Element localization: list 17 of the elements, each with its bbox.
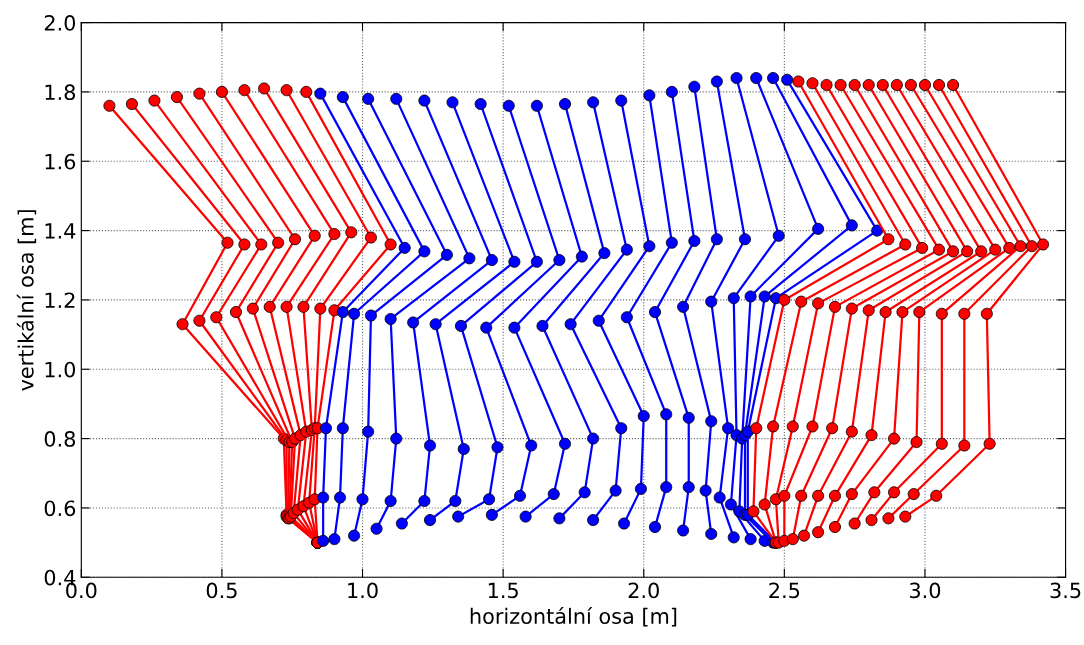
y-tick-label: 1.0 [45,361,76,378]
x-tick-label: 1.0 [348,582,378,599]
x-tick-label: 3.0 [909,582,941,599]
x-tick-label: 2.0 [628,582,659,599]
y-tick-label: 1.4 [45,223,76,239]
x-axis-title: horizontální osa [m] [470,607,677,627]
x-tick-label: 2.5 [769,582,800,599]
y-tick-label: 1.6 [45,153,76,170]
y-tick-label: 1.8 [45,84,76,101]
y-tick-label: 2.0 [44,15,76,31]
x-tick-label: 3.5 [1050,582,1081,599]
y-tick-label: 1.2 [45,292,75,308]
x-tick-label: 1.5 [488,582,518,599]
y-tick-label: 0.8 [44,431,76,447]
y-axis-title: vertikální osa [m] [16,210,37,391]
x-tick-label: 0.5 [206,582,237,599]
y-tick-label: 0.6 [44,500,76,517]
